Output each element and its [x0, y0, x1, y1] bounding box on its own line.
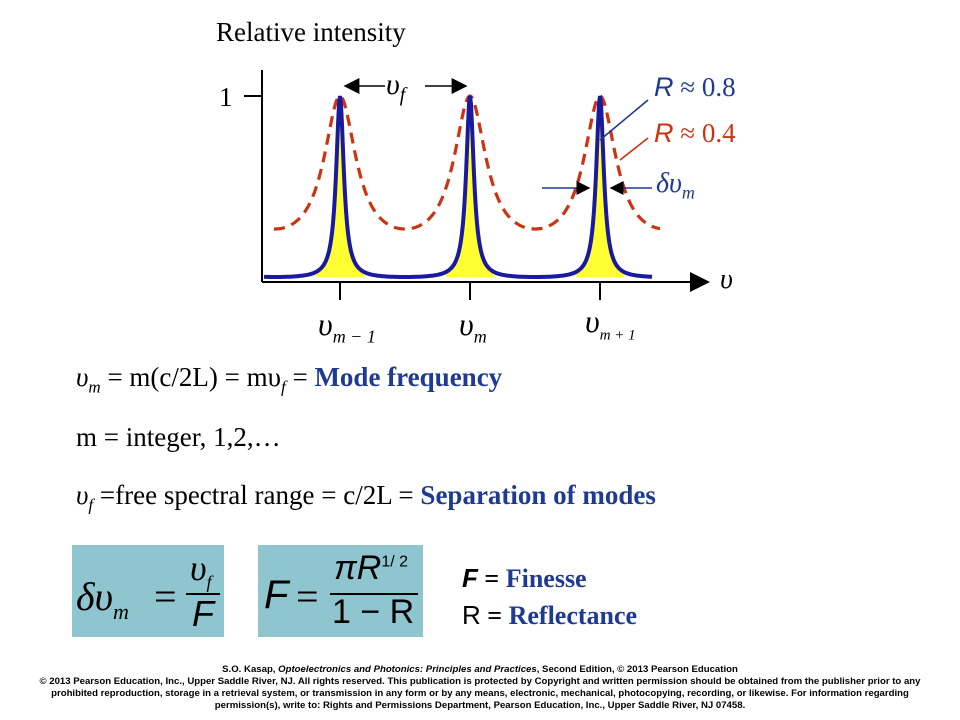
finesse-legend: F = Finesse	[462, 563, 587, 594]
x-tick-sub: m + 1	[599, 327, 636, 344]
lw-fraction-bar	[186, 593, 220, 595]
r-low-label: R ≈ 0.4	[654, 118, 736, 149]
r-high-value: ≈ 0.8	[680, 72, 736, 102]
r-high-letter: R	[654, 72, 674, 102]
credit-author: S.O. Kasap,	[222, 664, 279, 675]
lw-denominator: F	[192, 593, 214, 634]
eq3-body: =free spectral range = c/2L =	[93, 480, 421, 510]
fsr-label-main: υ	[386, 68, 400, 101]
lw-equals: =	[154, 574, 177, 619]
linewidth-label-main: δυ	[656, 168, 682, 199]
finesse-symbol: F	[462, 563, 478, 593]
peak-fill	[316, 96, 364, 277]
reflectance-text: Reflectance	[508, 601, 638, 630]
eq1-sub-m: m	[88, 377, 101, 397]
integer-equation: m = integer, 1,2,…	[76, 422, 281, 452]
fsr-label: υf	[386, 68, 405, 107]
lw-num-sub: f	[206, 572, 212, 593]
lw-lhs: δυm	[76, 573, 129, 625]
fin-equals: =	[296, 574, 319, 619]
lw-numerator: υf	[190, 547, 212, 593]
lw-lhs-sub: m	[112, 599, 129, 624]
fin-numerator: πR1/ 2	[334, 549, 408, 588]
x-tick-sub: m	[473, 326, 487, 347]
r-high-label: R ≈ 0.8	[654, 72, 736, 103]
x-tick-main: υ	[585, 303, 600, 339]
peak-fill	[446, 96, 494, 277]
eq3-nu: υ	[76, 480, 89, 510]
x-tick-label-m-plus-1: υm + 1	[585, 303, 636, 344]
credit-edition: , Second Edition, © 2013 Pearson Educati…	[536, 664, 738, 675]
x-tick-label-m: υm	[459, 306, 487, 347]
eq1-equals: =	[285, 362, 315, 392]
eq1-highlight: Mode frequency	[314, 362, 503, 392]
linewidth-label: δυm	[656, 168, 695, 204]
eq1-sub-f: f	[280, 377, 286, 397]
curve-r-high	[263, 95, 653, 279]
fsr-equation: υf =free spectral range = c/2L = Separat…	[76, 480, 656, 515]
copyright-credit: S.O. Kasap, Optoelectronics and Photonic…	[20, 664, 940, 712]
r-low-value: ≈ 0.4	[680, 118, 736, 148]
x-tick-label-m-minus-1: υm − 1	[318, 306, 376, 347]
credit-line-2: © 2013 Pearson Education, Inc., Upper Sa…	[39, 676, 921, 711]
credit-title: Optoelectronics and Photonics: Principle…	[278, 664, 537, 675]
lw-lhs-main: δυ	[76, 574, 113, 619]
fin-num-exp: 1/ 2	[381, 553, 409, 571]
fin-denominator: 1 − R	[332, 593, 415, 631]
r-high-pointer	[599, 99, 649, 141]
finesse-text: Finesse	[505, 564, 587, 593]
finesse-formula-box: F = πR1/ 2 1 − R	[258, 545, 423, 637]
y-axis-label: Relative intensity	[216, 17, 406, 47]
eq1-body: = m(c/2L) = mυ	[100, 362, 281, 392]
eq3-highlight: Separation of modes	[420, 480, 656, 510]
finesse-eq: =	[477, 564, 506, 593]
fsr-label-sub: f	[399, 84, 406, 106]
reflectance-legend: R = Reflectance	[462, 600, 637, 631]
credit-line-1: S.O. Kasap, Optoelectronics and Photonic…	[20, 664, 940, 676]
y-tick-label: 1	[219, 82, 233, 112]
fin-fraction-bar	[330, 593, 418, 595]
x-axis-symbol: υ	[720, 264, 733, 295]
mode-frequency-equation: υm = m(c/2L) = mυf = Mode frequency	[76, 362, 502, 397]
reflectance-eq: =	[480, 601, 509, 630]
eq3-sub-f: f	[88, 495, 94, 515]
curve-r-low	[274, 94, 661, 231]
r-low-letter: R	[654, 118, 674, 148]
lw-num-main: υ	[190, 548, 207, 588]
fin-lhs: F	[264, 573, 289, 617]
reflectance-symbol: R	[462, 600, 481, 630]
peak-fill	[576, 96, 624, 277]
linewidth-formula-box: δυm = υf F	[72, 545, 224, 637]
x-tick-main: υ	[459, 306, 474, 342]
r-low-pointer	[619, 137, 649, 161]
x-tick-main: υ	[318, 306, 333, 342]
fin-num-main: πR	[334, 549, 382, 587]
x-tick-sub: m − 1	[332, 326, 376, 347]
peak-fills	[316, 96, 624, 277]
eq1-nu: υ	[76, 362, 89, 392]
linewidth-label-sub: m	[681, 182, 695, 203]
